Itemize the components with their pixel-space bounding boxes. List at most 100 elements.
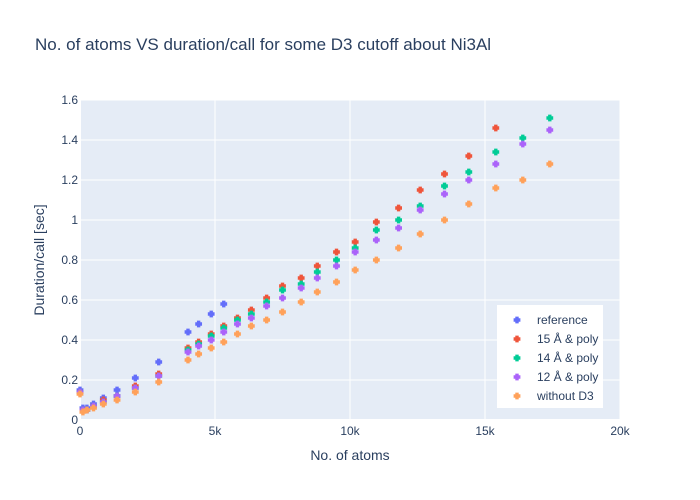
data-point <box>195 350 203 358</box>
data-point <box>372 236 380 244</box>
y-tick-label: 1.6 <box>61 93 78 107</box>
legend[interactable]: reference 15 Å & poly 14 Å & poly 12 Å & po… <box>497 305 603 408</box>
data-point <box>247 314 255 322</box>
x-tick-label: 0 <box>77 424 84 438</box>
data-point <box>131 374 139 382</box>
legend-marker <box>513 354 521 362</box>
data-point <box>395 216 402 224</box>
data-point <box>313 268 321 276</box>
data-point <box>416 186 424 194</box>
legend-item[interactable]: without D3 <box>513 389 594 403</box>
data-point <box>155 372 163 380</box>
legend-item[interactable]: reference <box>513 313 588 327</box>
data-point <box>184 328 192 336</box>
y-tick-label: 0.8 <box>61 253 78 267</box>
data-point <box>416 206 424 214</box>
data-point <box>372 218 380 226</box>
axis-ticks: 0 5k 10k 15k 20k 0 0.2 0.4 0.6 0.8 1 1.2 1.4 1.6 <box>61 93 630 438</box>
data-point <box>492 148 500 156</box>
data-point <box>83 406 91 414</box>
data-point <box>220 338 228 346</box>
legend-item[interactable]: 12 Å & poly <box>513 369 599 384</box>
data-point <box>395 204 402 212</box>
y-tick-label: 0.6 <box>61 293 78 307</box>
data-point <box>195 320 203 328</box>
data-point <box>155 358 163 366</box>
legend-item[interactable]: 15 Å & poly <box>513 331 599 346</box>
data-point <box>313 262 321 270</box>
y-tick-label: 1.2 <box>61 173 78 187</box>
data-point <box>99 400 107 408</box>
data-point <box>416 230 424 238</box>
data-point <box>234 320 241 328</box>
data-point <box>263 302 271 310</box>
data-point <box>297 274 305 282</box>
data-point <box>184 356 192 364</box>
data-point <box>207 344 215 352</box>
data-point <box>441 190 448 198</box>
data-point <box>234 330 241 338</box>
grid <box>79 99 621 421</box>
data-point <box>492 184 500 192</box>
data-point <box>220 328 228 336</box>
data-point <box>465 200 473 208</box>
data-point <box>465 168 473 176</box>
data-point <box>313 288 321 296</box>
data-point <box>372 226 380 234</box>
data-point <box>465 152 473 160</box>
y-tick-label: 0.4 <box>61 333 78 347</box>
data-point <box>395 224 402 232</box>
data-point <box>519 134 527 142</box>
legend-label: 12 Å & poly <box>537 369 598 384</box>
legend-marker <box>513 392 521 400</box>
data-point <box>546 160 554 168</box>
y-tick-label: 1.4 <box>61 133 78 147</box>
data-point <box>441 182 448 190</box>
data-point <box>195 342 203 350</box>
data-point <box>351 266 359 274</box>
data-point <box>372 256 380 264</box>
data-point <box>351 248 359 256</box>
data-point <box>220 300 228 308</box>
data-point <box>207 336 215 344</box>
data-point <box>441 170 448 178</box>
data-markers <box>76 114 554 416</box>
legend-label: 14 Å & poly <box>537 350 598 365</box>
data-point <box>465 176 473 184</box>
data-point <box>395 244 402 252</box>
legend-label: without D3 <box>536 389 594 403</box>
legend-marker <box>513 373 521 381</box>
data-point <box>333 278 340 286</box>
legend-marker <box>513 316 521 324</box>
data-point <box>155 378 163 386</box>
data-point <box>333 248 340 256</box>
data-point <box>519 176 527 184</box>
data-point <box>131 388 139 396</box>
data-point <box>351 238 359 246</box>
y-axis-title: Duration/call [sec] <box>31 204 47 315</box>
data-point <box>492 124 500 132</box>
series-4 <box>76 160 554 416</box>
data-point <box>279 308 286 316</box>
legend-label: 15 Å & poly <box>537 331 598 346</box>
data-point <box>263 316 271 324</box>
data-point <box>546 126 554 134</box>
x-tick-label: 15k <box>475 424 495 438</box>
y-tick-label: 0 <box>71 413 78 427</box>
data-point <box>76 390 84 398</box>
x-tick-label: 10k <box>340 424 360 438</box>
data-point <box>546 114 554 122</box>
data-point <box>279 286 286 294</box>
data-point <box>297 298 305 306</box>
data-point <box>519 140 527 148</box>
x-tick-label: 20k <box>610 424 630 438</box>
data-point <box>333 262 340 270</box>
data-point <box>441 216 448 224</box>
data-point <box>279 294 286 302</box>
legend-label: reference <box>537 313 588 327</box>
data-point <box>313 274 321 282</box>
legend-item[interactable]: 14 Å & poly <box>513 350 599 365</box>
y-tick-label: 0.2 <box>61 373 78 387</box>
data-point <box>247 322 255 330</box>
